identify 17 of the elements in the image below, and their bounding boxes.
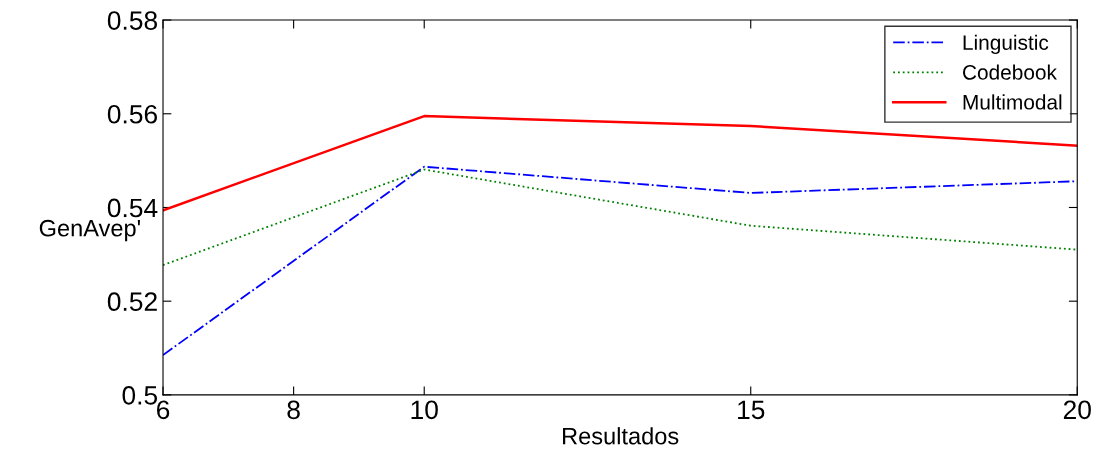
legend-label: Codebook [963,64,1057,80]
y-axis-title: GenAvep' [39,219,140,242]
y-tick-label: 0.5 [122,386,158,405]
legend-label: Linguistic [963,34,1049,55]
legend-label: Multimodal [963,94,1062,110]
y-tick-label: 0.58 [107,11,158,30]
x-axis-title: Resultados [563,427,679,445]
x-tick-label: 15 [738,400,765,420]
line-series [163,114,1078,212]
x-tick-label: 8 [287,400,300,420]
line-series [163,168,1078,267]
x-tick-label: 6 [157,400,170,420]
y-tick-label: 0.52 [107,292,157,312]
y-tick-label: 0.56 [107,104,157,124]
y-tick-label: 0.54 [107,198,158,218]
x-tick-label: 20 [1063,400,1091,420]
x-tick-label: 10 [411,400,438,420]
